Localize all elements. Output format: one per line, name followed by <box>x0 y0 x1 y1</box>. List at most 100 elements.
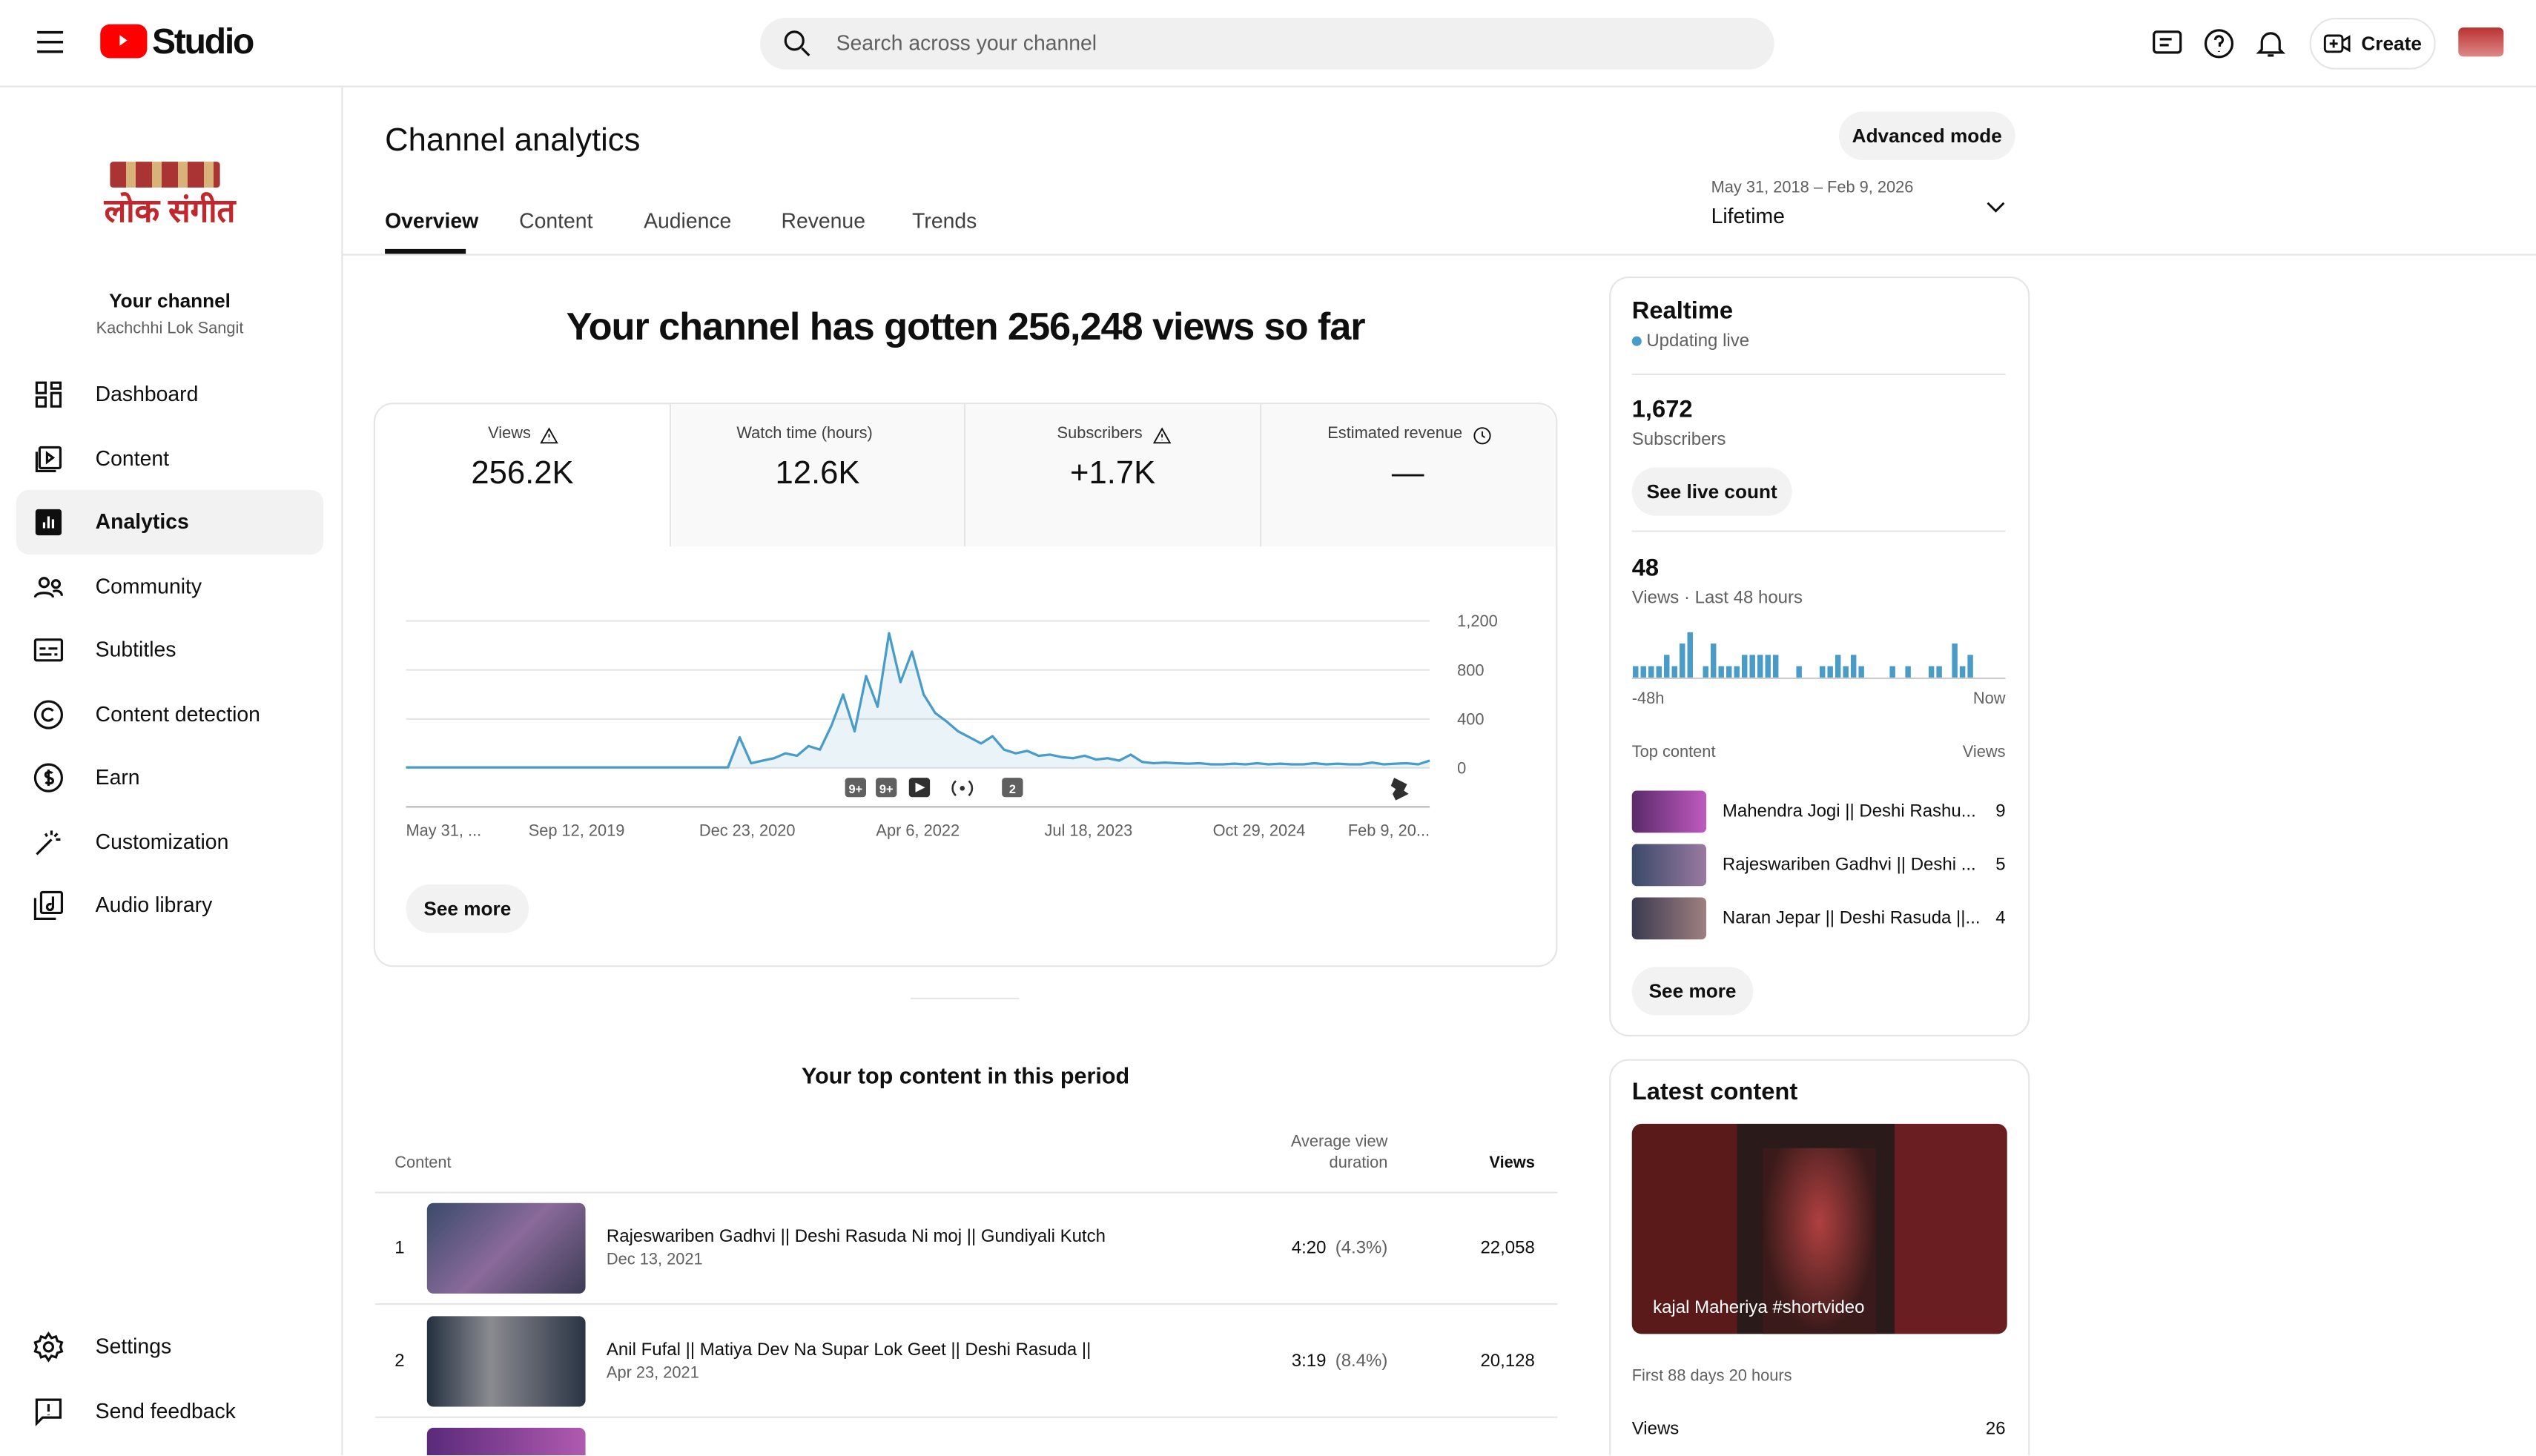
nav-item[interactable]: Dashboard <box>95 381 199 406</box>
video-thumbnail[interactable] <box>1631 897 1707 940</box>
video-thumbnail[interactable] <box>1631 790 1707 833</box>
metric-info-icon <box>1151 425 1172 446</box>
video-title[interactable]: Rajeswariben Gadhvi || Deshi ... <box>1722 855 1976 875</box>
tab[interactable]: Audience <box>644 208 732 234</box>
latest-title: Latest content <box>1631 1078 1798 1106</box>
create-icon <box>2321 27 2354 60</box>
video-thumbnail[interactable] <box>426 1427 586 1455</box>
see-more-button[interactable]: See more <box>406 884 529 933</box>
tab[interactable]: Revenue <box>781 208 865 234</box>
logo-play <box>110 27 136 53</box>
channel-label: Your channel <box>109 289 231 312</box>
messages-icon <box>2150 26 2185 62</box>
rank: 2 <box>394 1351 405 1371</box>
tab[interactable]: Content <box>519 208 593 234</box>
metric-tab[interactable] <box>965 404 1261 547</box>
views: 20,128 <box>1480 1351 1535 1371</box>
icon <box>2323 34 2351 53</box>
hourly-bar <box>1959 666 1966 678</box>
video-thumbnail[interactable] <box>426 1202 586 1294</box>
hourly-bar <box>1671 666 1677 678</box>
hourly-bar <box>1664 655 1670 678</box>
channel-logo-text: लोक संगीत <box>104 193 236 230</box>
nav-item[interactable]: Customization <box>95 828 229 853</box>
video-thumbnail[interactable] <box>1631 844 1707 887</box>
create-button[interactable] <box>2309 17 2436 70</box>
latest-views-label: Views <box>1631 1420 1680 1440</box>
tab[interactable]: Overview <box>385 208 479 234</box>
tab[interactable]: Trends <box>912 208 977 234</box>
date-range: May 31, 2018 – Feb 9, 2026 <box>1711 179 1914 198</box>
top-content-label: Top content <box>1631 744 1716 762</box>
nav-item[interactable]: Settings <box>95 1334 172 1359</box>
video-title[interactable]: Anil Fufal || Matiya Dev Na Supar Lok Ge… <box>606 1340 1092 1360</box>
nav-item[interactable]: Subtitles <box>95 637 176 662</box>
icon <box>1473 426 1490 444</box>
x-tick-label: Jul 18, 2023 <box>1044 821 1132 840</box>
metric-label: Estimated revenue <box>1327 425 1463 443</box>
subscribers-label: Subscribers <box>1631 430 1726 450</box>
nav-item[interactable]: Earn <box>95 764 140 790</box>
video-title[interactable]: Rajeswariben Gadhvi || Deshi Rasuda Ni m… <box>606 1227 1106 1247</box>
video-thumbnail[interactable] <box>426 1316 586 1407</box>
nav-item[interactable]: Audio library <box>95 892 213 917</box>
advanced-mode-button[interactable]: Advanced mode <box>1838 111 2015 160</box>
hourly-bar <box>1703 666 1708 678</box>
hourly-bar <box>1835 655 1841 678</box>
event-marker <box>960 786 965 791</box>
metric-tab[interactable] <box>1261 404 1556 547</box>
see-more-button[interactable]: See more <box>1631 967 1754 1016</box>
video-title[interactable]: Naran Jepar || Deshi Rasuda ||... <box>1722 908 1981 928</box>
subscribers-count: 1,672 <box>1631 396 1693 424</box>
nav-item[interactable]: Content <box>95 445 170 470</box>
line <box>406 632 1430 769</box>
nav-item[interactable]: Content detection <box>95 701 260 726</box>
latest-views: 26 <box>1985 1420 2006 1440</box>
latest-card <box>1609 1059 2030 1455</box>
nav-item[interactable]: Send feedback <box>95 1398 236 1423</box>
see-live-count-button[interactable]: See live count <box>1631 467 1792 516</box>
x-tick-label: Dec 23, 2020 <box>699 821 796 840</box>
icon <box>37 30 64 53</box>
hourly-bar <box>1711 643 1717 678</box>
nav-icon <box>30 824 66 859</box>
search-box[interactable] <box>760 17 1774 70</box>
realtime-title: Realtime <box>1631 297 1734 325</box>
video-views: 5 <box>1995 855 2006 875</box>
hourly-bar <box>1749 655 1755 678</box>
nav-icon <box>30 760 66 795</box>
metric-info-icon <box>538 425 558 446</box>
icon <box>35 1398 62 1426</box>
period: Lifetime <box>1711 203 1785 228</box>
nav-item[interactable]: Analytics <box>95 509 189 534</box>
event-marker-label: 9+ <box>848 783 862 796</box>
metric-tab[interactable] <box>375 404 671 547</box>
nav-icon <box>30 440 66 476</box>
hourly-bar <box>1765 655 1771 678</box>
metric-value: 12.6K <box>775 456 860 492</box>
column-header: Average view duration <box>1290 1133 1388 1173</box>
video-title[interactable]: Mahendra Jogi || Deshi Rashu... <box>1722 801 1976 821</box>
metric-value: — <box>1391 456 1424 492</box>
notifications-icon <box>2253 26 2288 62</box>
nav-item[interactable]: Community <box>95 573 202 598</box>
video-views: 9 <box>1995 801 2006 821</box>
divider <box>1631 373 2006 376</box>
hourly-bar <box>1936 666 1942 678</box>
views-count: 48 <box>1631 555 1660 583</box>
y-tick-label: 0 <box>1457 759 1466 778</box>
icon <box>784 30 810 57</box>
header-divider <box>343 254 2536 256</box>
hourly-bar <box>1726 666 1732 678</box>
metric-tab[interactable] <box>670 404 966 547</box>
nav-icon <box>30 569 66 604</box>
column-header: Content <box>394 1154 452 1173</box>
nav-icon <box>30 1329 66 1365</box>
nav-item-active[interactable] <box>16 489 324 555</box>
hourly-bar <box>1952 643 1958 678</box>
avg-duration: 3:19 <box>1291 1351 1327 1371</box>
axis-label: -48h <box>1631 690 1665 709</box>
avatar <box>2458 27 2504 57</box>
icon <box>1987 202 2005 213</box>
